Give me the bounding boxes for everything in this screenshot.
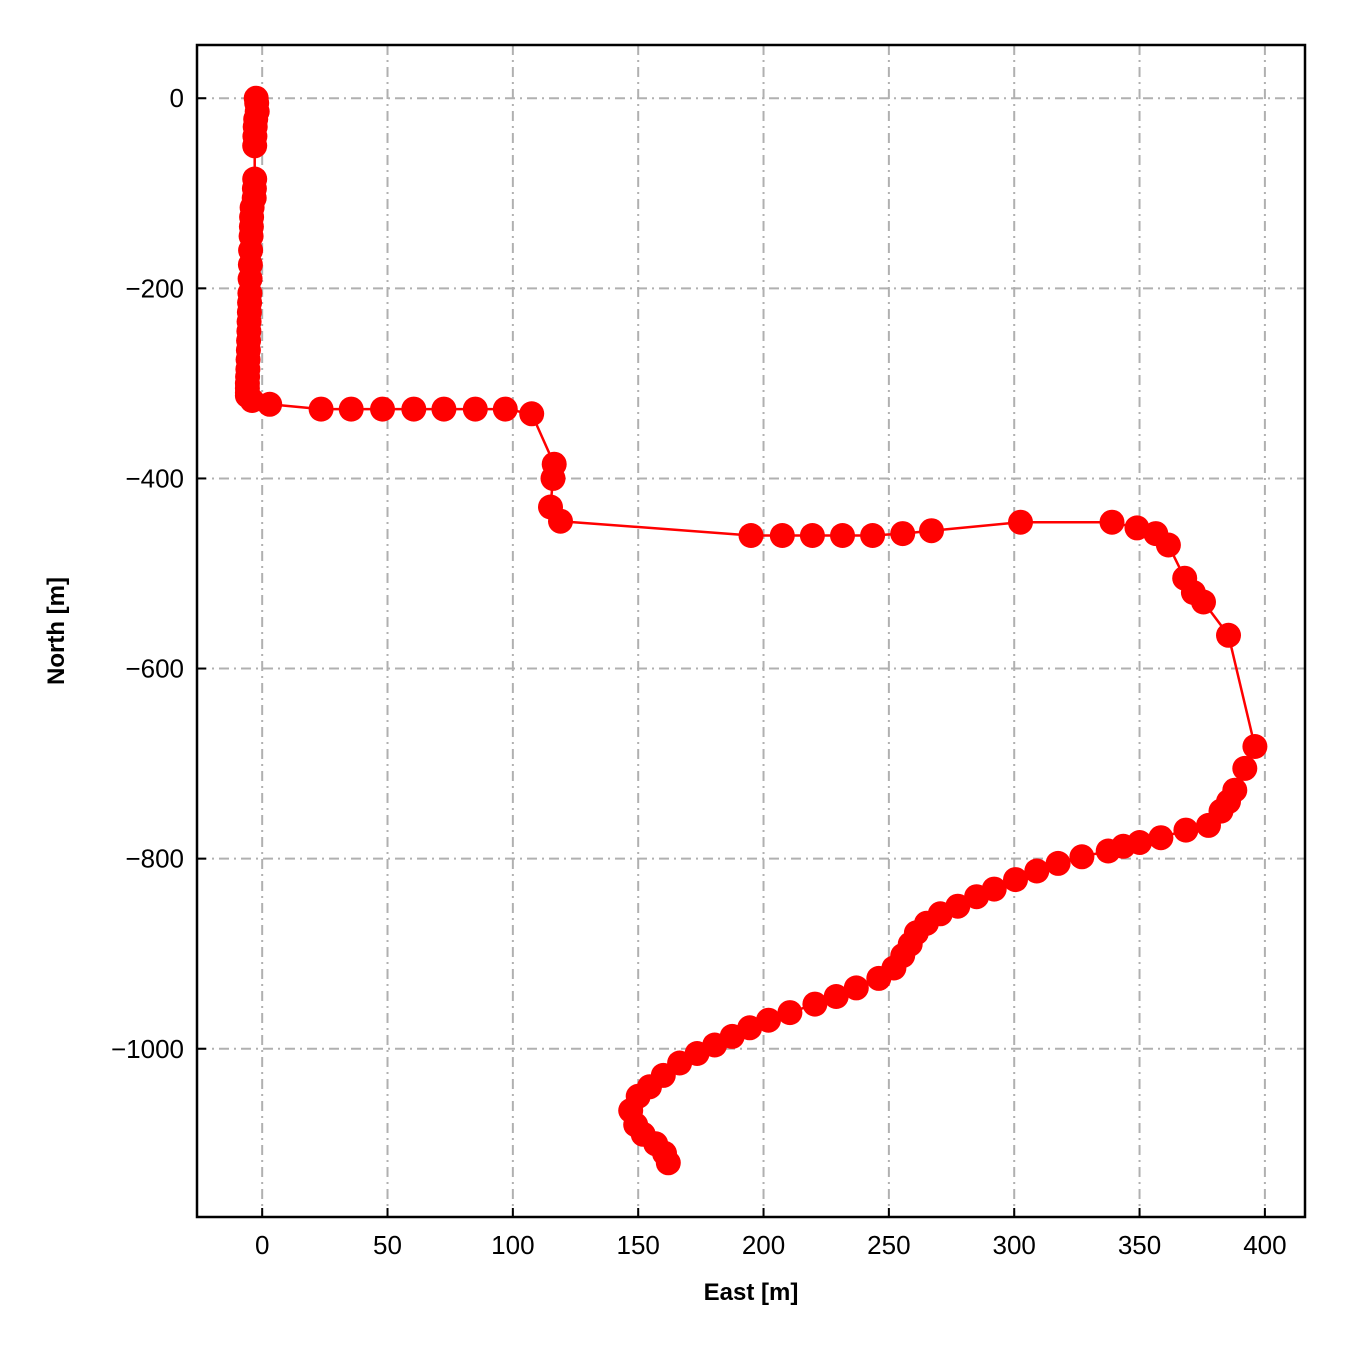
trajectory-point [1069,844,1095,870]
trajectory-point [431,396,457,422]
trajectory-point [1003,867,1028,893]
x-tick-label: 350 [1118,1230,1161,1260]
trajectory-point [492,396,518,422]
x-axis-label: East [m] [704,1279,799,1306]
x-tick-label: 400 [1243,1230,1286,1260]
trajectory-point [1191,589,1216,615]
trajectory-point [462,396,488,422]
trajectory-point [769,523,795,548]
trajectory-point [1155,532,1181,558]
trajectory-point [1099,509,1125,535]
plot-frame [195,43,1307,1219]
trajectory-point [655,1150,681,1176]
trajectory-point [738,523,764,548]
x-tick-label: 150 [616,1230,659,1260]
y-tick-label: −200 [125,273,184,303]
y-tick-label: −800 [125,844,184,874]
x-tick-label: 250 [867,1230,910,1260]
trajectory-point [540,465,566,491]
trajectory-point [257,391,283,417]
x-tick-label: 0 [255,1230,269,1260]
trajectory-point [1045,850,1071,876]
trajectory-point [756,1007,781,1033]
trajectory-point [1173,817,1199,843]
trajectory-point [823,984,849,1009]
trajectory-point [1242,734,1268,759]
trajectory-point [964,884,990,910]
axis-ticks: 0 50 100 150 200 250 300 350 400 0 −200 −400 −600 −80… [111,83,1287,1260]
trajectory-point [843,975,869,1001]
trajectory-point [1008,509,1033,535]
trajectory-point [401,396,427,422]
trajectory-point [860,523,886,548]
y-tick-label: 0 [170,83,184,113]
y-tick-label: −400 [125,463,184,493]
trajectory-point [1216,622,1241,648]
trajectory-point [830,523,855,548]
trajectory-point [370,396,395,422]
trajectory-line [246,98,1257,1164]
trajectory-point [866,965,892,991]
trajectory-point [802,991,828,1017]
trajectory-point [799,523,825,548]
trajectory-point [1124,515,1150,541]
trajectory-point [1196,812,1221,838]
y-axis-label: North [m] [43,577,70,685]
trajectory-point [919,518,944,544]
trajectory-point [890,521,916,547]
x-tick-label: 50 [373,1230,402,1260]
series-layer [234,85,1268,1176]
grid-lines [197,45,1305,1217]
trajectory-point [548,508,573,534]
trajectory-point [1232,755,1258,781]
y-tick-label: −1000 [111,1034,184,1064]
trajectory-point [1148,825,1174,851]
trajectory-point [777,1000,803,1026]
trajectory-point [1095,838,1121,864]
y-tick-label: −600 [125,654,184,684]
trajectory-point [519,401,545,427]
trajectory-point [1024,858,1050,884]
trajectory-point [308,396,334,422]
x-tick-label: 200 [742,1230,785,1260]
trajectory-point [242,133,268,159]
x-tick-label: 100 [491,1230,534,1260]
x-tick-label: 300 [993,1230,1036,1260]
trajectory-point [338,396,364,422]
